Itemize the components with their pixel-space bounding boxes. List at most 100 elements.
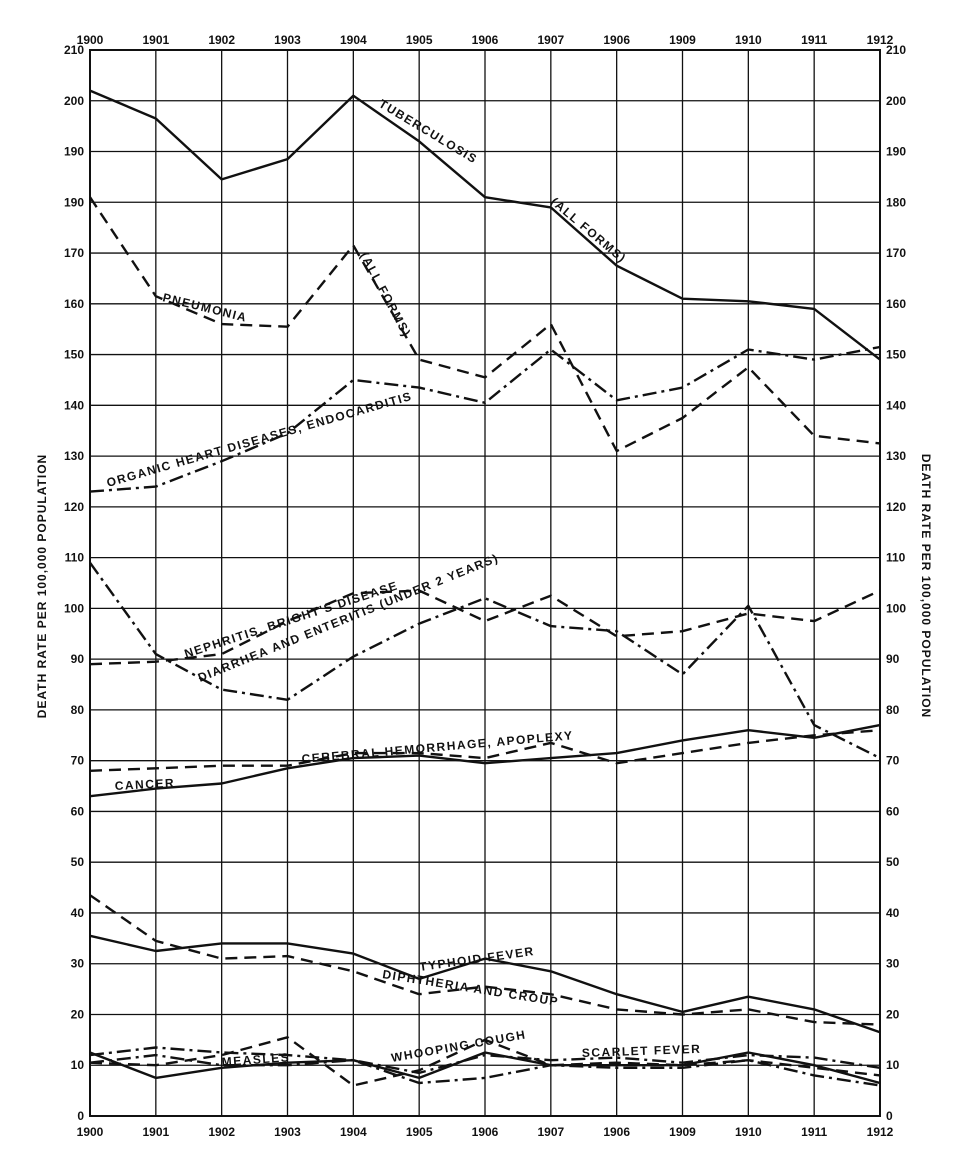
y-tick-right: 70 xyxy=(886,754,900,768)
annotation-measles: MEASLES xyxy=(221,1050,290,1069)
annotation-typhoid: TYPHOID FEVER xyxy=(418,944,535,974)
y-tick-right: 180 xyxy=(886,195,906,209)
y-tick-right: 40 xyxy=(886,906,900,920)
y-tick-left: 110 xyxy=(65,551,85,565)
y-tick-left: 40 xyxy=(71,906,85,920)
series-line-tuberculosis xyxy=(89,89,881,361)
x-tick-top: 1900 xyxy=(77,33,104,47)
y-tick-left: 70 xyxy=(71,754,85,768)
y-tick-right: 150 xyxy=(886,348,906,362)
x-tick-bottom: 1903 xyxy=(274,1125,301,1139)
x-tick-bottom: 1906 xyxy=(603,1125,630,1139)
series-line-typhoid xyxy=(89,934,881,1034)
y-tick-left: 150 xyxy=(64,348,84,362)
x-tick-top: 1911 xyxy=(801,33,827,47)
series-line-whooping xyxy=(89,1036,881,1087)
y-axis-label-right: DEATH RATE PER 100,000 POPULATION xyxy=(919,454,933,718)
y-axis-label-left: DEATH RATE PER 100,000 POPULATION xyxy=(35,454,49,718)
annotations: TUBERCULOSIS (ALL FORMS) PNEUMONIA (ALL … xyxy=(105,97,702,1069)
y-tick-left: 120 xyxy=(64,500,84,514)
x-tick-bottom: 1907 xyxy=(537,1125,564,1139)
y-tick-right: 120 xyxy=(886,500,906,514)
annotation-nephritis: NEPHRITIS, BRIGHT'S DISEASE xyxy=(183,578,400,661)
series-line-pneumonia xyxy=(89,196,881,453)
x-tick-bottom: 1902 xyxy=(208,1125,235,1139)
series-line-diarrhea xyxy=(89,561,881,760)
y-tick-right: 90 xyxy=(886,652,900,666)
annotation-tuberculosis: TUBERCULOSIS xyxy=(376,97,480,167)
y-tick-left: 20 xyxy=(71,1007,85,1021)
annotation-cancer: CANCER xyxy=(114,776,175,793)
series-line-cancer xyxy=(89,723,881,798)
y-tick-right: 200 xyxy=(886,94,906,108)
annotation-pneumonia: PNEUMONIA xyxy=(161,290,249,325)
x-tick-top: 1909 xyxy=(669,33,696,47)
y-tick-right: 190 xyxy=(886,145,906,159)
x-tick-bottom: 1910 xyxy=(735,1125,762,1139)
x-tick-bottom: 1909 xyxy=(669,1125,696,1139)
series-line-cerebral xyxy=(89,729,881,772)
x-tick-bottom: 1901 xyxy=(142,1125,169,1139)
y-tick-right: 50 xyxy=(886,855,900,869)
y-tick-left: 200 xyxy=(64,94,84,108)
x-tick-bottom: 1906 xyxy=(472,1125,499,1139)
y-tick-left: 210 xyxy=(64,43,84,57)
annotation-scarlet: SCARLET FEVER xyxy=(582,1042,702,1060)
y-tick-left: 140 xyxy=(64,398,84,412)
y-tick-right: 110 xyxy=(886,551,906,565)
y-tick-left: 100 xyxy=(64,601,84,615)
annotation-heart: ORGANIC HEART DISEASES, ENDOCARDITIS xyxy=(105,389,414,490)
grid xyxy=(89,49,881,1117)
y-tick-left: 80 xyxy=(71,703,85,717)
x-tick-bottom: 1905 xyxy=(406,1125,433,1139)
y-tick-right: 160 xyxy=(886,297,906,311)
x-tick-top: 1912 xyxy=(867,33,894,47)
series-line-scarlet xyxy=(89,1046,881,1075)
y-tick-right: 210 xyxy=(886,43,906,57)
y-tick-left: 0 xyxy=(77,1109,84,1123)
y-tick-left: 160 xyxy=(64,297,84,311)
y-tick-right: 170 xyxy=(886,246,906,260)
y-tick-left: 190 xyxy=(64,195,84,209)
x-tick-top: 1902 xyxy=(208,33,235,47)
series-line-heart xyxy=(89,345,881,493)
y-tick-right: 20 xyxy=(886,1007,900,1021)
x-tick-bottom: 1904 xyxy=(340,1125,367,1139)
series-line-measles xyxy=(89,1051,881,1085)
plot-frame xyxy=(89,49,881,1117)
y-tick-left: 10 xyxy=(71,1058,85,1072)
series-lines xyxy=(89,89,881,1087)
annotation-whooping: WHOOPING COUGH xyxy=(390,1027,527,1065)
y-tick-left: 30 xyxy=(71,957,85,971)
y-tick-right: 10 xyxy=(886,1058,900,1072)
x-tick-top: 1906 xyxy=(603,33,630,47)
y-tick-right: 130 xyxy=(886,449,906,463)
x-tick-top: 1906 xyxy=(472,33,499,47)
x-tick-bottom: 1912 xyxy=(867,1125,894,1139)
x-tick-bottom: 1900 xyxy=(77,1125,104,1139)
y-tick-left: 130 xyxy=(64,449,84,463)
x-tick-top: 1904 xyxy=(340,33,367,47)
x-tick-top: 1907 xyxy=(537,33,564,47)
annotation-diphtheria: DIPHTHERIA AND CROUP xyxy=(382,967,560,1009)
annotation-pneumonia-all-forms: (ALL FORMS) xyxy=(357,250,414,340)
y-tick-right: 100 xyxy=(886,601,906,615)
x-tick-top: 1910 xyxy=(735,33,762,47)
y-tick-left: 170 xyxy=(64,246,84,260)
tick-labels: 1900190019011901190219021903190319041904… xyxy=(64,33,906,1139)
y-tick-right: 0 xyxy=(886,1109,893,1123)
y-tick-left: 190 xyxy=(64,145,84,159)
y-tick-left: 60 xyxy=(71,804,85,818)
x-tick-top: 1903 xyxy=(274,33,301,47)
y-tick-left: 90 xyxy=(71,652,85,666)
y-tick-right: 60 xyxy=(886,804,900,818)
y-tick-right: 140 xyxy=(886,398,906,412)
y-tick-left: 50 xyxy=(71,855,85,869)
x-tick-bottom: 1911 xyxy=(801,1125,827,1139)
y-tick-right: 80 xyxy=(886,703,900,717)
y-tick-right: 30 xyxy=(886,957,900,971)
x-tick-top: 1901 xyxy=(142,33,169,47)
annotation-diarrhea: DIARRHEA AND ENTERITIS (UNDER 2 YEARS) xyxy=(196,551,501,685)
x-tick-top: 1905 xyxy=(406,33,433,47)
